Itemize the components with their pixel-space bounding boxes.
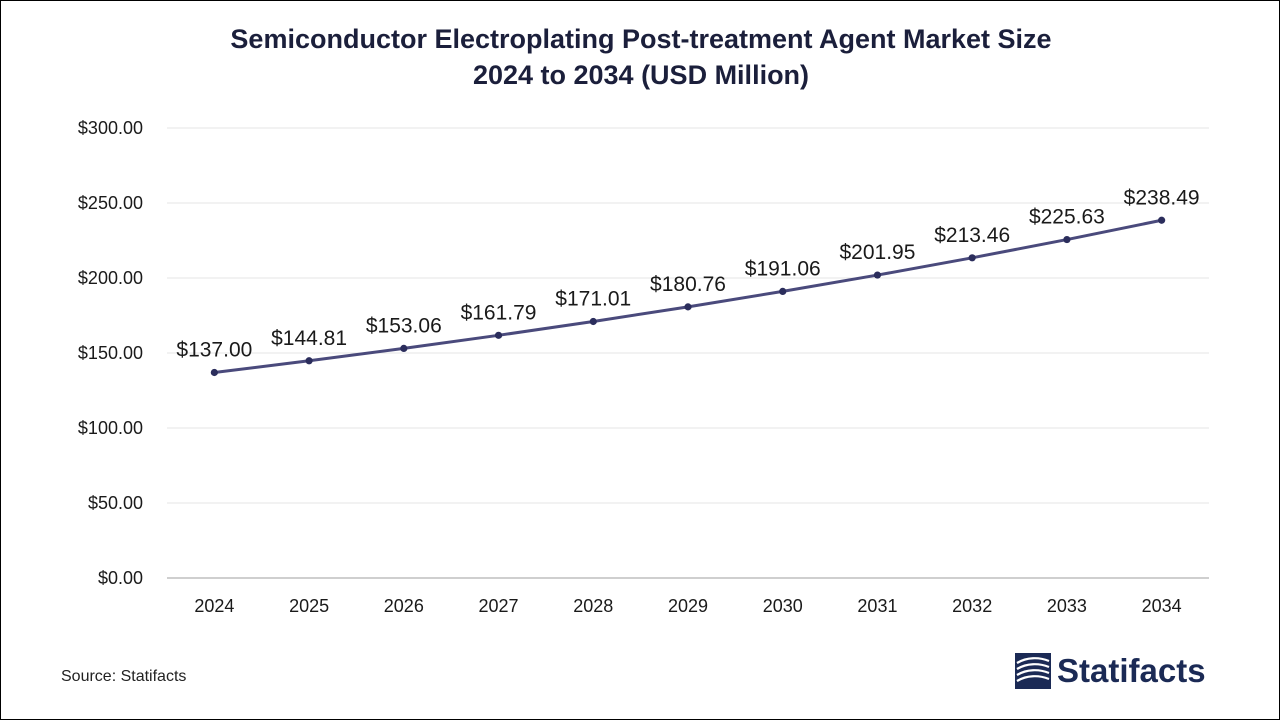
x-tick-label: 2028 [573,596,613,616]
data-point [873,271,882,279]
y-tick-label: $0.00 [98,568,143,588]
source-note: Source: Statifacts [61,668,187,685]
y-tick-label: $300.00 [78,118,143,138]
data-label: $153.06 [366,314,442,337]
data-label: $180.76 [650,273,726,296]
chart-title-line-2: 2024 to 2034 (USD Million) [472,60,810,90]
x-tick-label: 2024 [194,596,234,616]
x-tick-label: 2025 [289,596,329,616]
x-tick-label: 2034 [1142,596,1182,616]
brand-name: Statifacts [1057,652,1206,689]
data-label: $238.49 [1124,186,1200,209]
data-label: $201.95 [839,241,915,264]
data-point [684,303,692,311]
statifacts-logo-icon [1015,653,1051,689]
x-tick-label: 2030 [763,596,803,616]
data-point [1158,216,1166,224]
x-tick-label: 2032 [952,596,992,616]
data-point [494,331,503,339]
data-point [779,287,787,296]
x-tick-label: 2029 [668,596,708,616]
data-point [210,368,218,377]
y-tick-label: $100.00 [78,418,143,438]
y-tick-label: $150.00 [78,343,143,363]
data-point [968,254,976,262]
series-line [214,218,1162,374]
data-label: $191.06 [745,257,821,280]
y-tick-label: $50.00 [88,493,143,513]
data-label: $137.00 [176,339,252,362]
data-label: $213.46 [934,224,1010,247]
y-tick-label: $250.00 [78,193,143,213]
data-label: $225.63 [1029,206,1105,229]
x-tick-label: 2027 [479,596,519,616]
x-tick-label: 2026 [384,596,424,616]
data-point [400,344,408,353]
chart-title-line-1: Semiconductor Electroplating Post-treatm… [230,24,1052,54]
data-point [1063,235,1071,244]
data-label: $171.01 [555,287,631,310]
x-tick-label: 2033 [1047,596,1087,616]
x-tick-label: 2031 [857,596,897,616]
data-point [589,317,597,326]
brand-logo: Statifacts [1015,651,1206,691]
data-point [305,357,313,365]
data-label: $161.79 [461,301,537,324]
chart-title: Semiconductor Electroplating Post-treatm… [1,21,1280,93]
data-label: $144.81 [271,327,347,350]
y-tick-label: $200.00 [78,268,143,288]
